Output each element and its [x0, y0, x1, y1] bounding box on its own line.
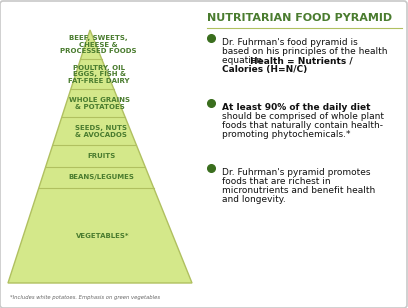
Text: foods that naturally contain health-: foods that naturally contain health- — [222, 121, 383, 130]
Text: micronutrients and benefit health: micronutrients and benefit health — [222, 186, 375, 195]
Text: SEEDS, NUTS
& AVOCADOS: SEEDS, NUTS & AVOCADOS — [75, 125, 126, 138]
Text: based on his principles of the health: based on his principles of the health — [222, 47, 388, 56]
Text: At least 90% of the daily diet: At least 90% of the daily diet — [222, 103, 370, 112]
Text: FRUITS: FRUITS — [87, 153, 115, 159]
Text: Health = Nutrients /: Health = Nutrients / — [250, 56, 353, 65]
Text: POULTRY, OIL
EGGS, FISH &
FAT-FREE DAIRY: POULTRY, OIL EGGS, FISH & FAT-FREE DAIRY — [69, 64, 130, 84]
Text: *Includes white potatoes. Emphasis on green vegetables: *Includes white potatoes. Emphasis on gr… — [10, 295, 160, 300]
Text: Calories (H=N/C): Calories (H=N/C) — [222, 65, 307, 74]
Text: NUTRITARIAN FOOD PYRAMID: NUTRITARIAN FOOD PYRAMID — [207, 13, 392, 23]
Text: promoting phytochemicals.*: promoting phytochemicals.* — [222, 130, 350, 139]
Text: VEGETABLES*: VEGETABLES* — [76, 233, 130, 239]
Text: should be comprised of whole plant: should be comprised of whole plant — [222, 112, 384, 121]
Text: Dr. Fuhrman's food pyramid is: Dr. Fuhrman's food pyramid is — [222, 38, 358, 47]
Text: foods that are richest in: foods that are richest in — [222, 177, 330, 186]
Text: and longevity.: and longevity. — [222, 195, 286, 204]
Text: BEANS/LEGUMES: BEANS/LEGUMES — [69, 174, 135, 180]
Text: BEEF, SWEETS,
CHEESE &
PROCESSED FOODS: BEEF, SWEETS, CHEESE & PROCESSED FOODS — [60, 35, 137, 54]
Polygon shape — [8, 30, 192, 283]
Text: equation: equation — [222, 56, 265, 65]
Text: Dr. Fuhrman's pyramid promotes: Dr. Fuhrman's pyramid promotes — [222, 168, 370, 177]
Text: WHOLE GRAINS
& POTATOES: WHOLE GRAINS & POTATOES — [69, 97, 130, 110]
